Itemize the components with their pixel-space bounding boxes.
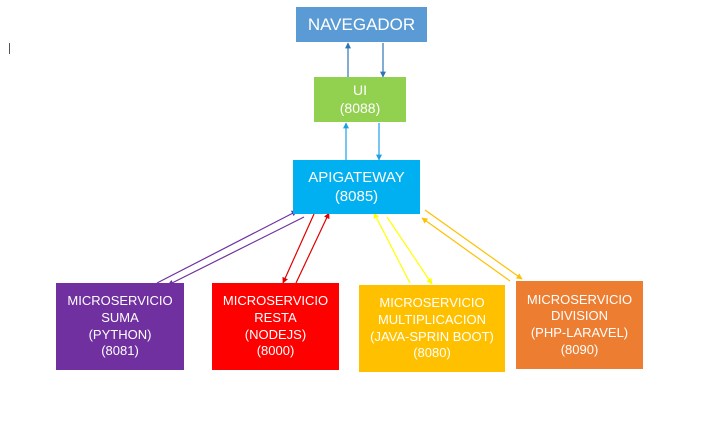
suma-line-2: SUMA <box>101 309 139 325</box>
microservicio-multiplicacion-box: MICROSERVICIO MULTIPLICACION (JAVA-SPRIN… <box>359 285 505 372</box>
apigateway-box: APIGATEWAY (8085) <box>293 160 420 214</box>
microservicio-resta-box: MICROSERVICIO RESTA (NODEJS) (8000) <box>212 283 339 370</box>
suma-line-1: MICROSERVICIO <box>67 293 173 309</box>
multiplicacion-line-1: MICROSERVICIO <box>379 295 485 311</box>
division-line-2: DIVISION <box>550 308 609 324</box>
division-port: (8090) <box>560 341 599 357</box>
arrow-suma-to-apigateway <box>156 210 298 284</box>
ui-box: UI (8088) <box>314 77 406 122</box>
resta-line-2: RESTA <box>254 309 297 325</box>
division-line-1: MICROSERVICIO <box>526 291 633 307</box>
arrow-multiplicacion-to-apigateway <box>373 212 411 284</box>
arrow-apigateway-to-multiplicacion <box>386 216 433 285</box>
suma-port: (8081) <box>101 343 139 359</box>
navegador-label: NAVEGADOR <box>307 14 416 34</box>
arrow-division-to-apigateway <box>421 217 511 282</box>
arrow-apigateway-to-suma <box>167 216 305 286</box>
resta-line-1: MICROSERVICIO <box>222 293 329 309</box>
microservicio-division-box: MICROSERVICIO DIVISION (PHP-LARAVEL) (80… <box>516 281 643 369</box>
ui-label: UI <box>353 81 367 98</box>
microservicio-suma-box: MICROSERVICIO SUMA (PYTHON) (8081) <box>56 283 184 370</box>
apigateway-label: APIGATEWAY <box>308 168 405 186</box>
arrow-apigateway-to-resta <box>282 213 315 284</box>
apigateway-port: (8085) <box>334 188 379 205</box>
multiplicacion-port: (8080) <box>413 345 451 361</box>
multiplicacion-line-3: (JAVA-SPRIN BOOT) <box>370 328 494 344</box>
text-cursor <box>9 43 10 54</box>
arrow-apigateway-to-division <box>424 209 523 280</box>
multiplicacion-line-2: MULTIPLICACION <box>377 311 487 327</box>
suma-line-3: (PYTHON) <box>88 326 152 342</box>
ui-port: (8088) <box>339 99 381 116</box>
arrow-resta-to-apigateway <box>295 212 330 284</box>
resta-port: (8000) <box>256 343 295 359</box>
navegador-box: NAVEGADOR <box>296 7 427 42</box>
division-line-3: (PHP-LARAVEL) <box>530 325 629 340</box>
resta-line-3: (NODEJS) <box>244 326 307 342</box>
